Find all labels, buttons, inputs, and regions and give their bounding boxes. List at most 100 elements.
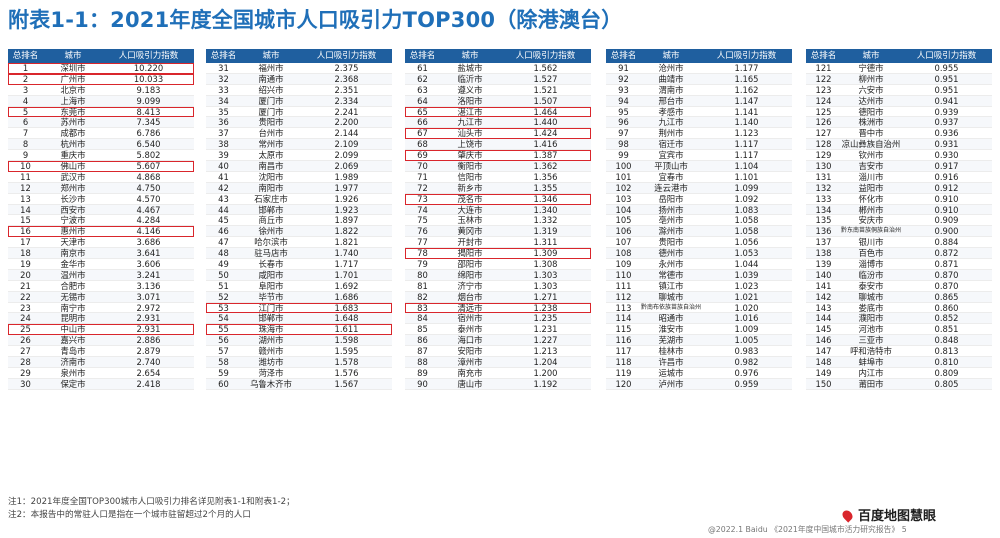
col-city-header: 城市 <box>862 51 880 61</box>
city-cell: 莆田市 <box>858 378 884 389</box>
rank-cell: 123 <box>815 84 832 95</box>
city-cell: 昆明市 <box>60 313 86 324</box>
table-header: 总排名 城市 人口吸引力指数 <box>8 49 194 63</box>
rank-cell: 149 <box>815 367 832 378</box>
rank-cell: 101 <box>615 171 632 182</box>
city-cell: 烟台市 <box>457 291 483 302</box>
index-cell: 1.227 <box>533 335 558 346</box>
index-cell: 1.362 <box>533 161 558 171</box>
table-row: 128 凉山彝族自治州 0.931 <box>806 139 992 151</box>
table-row: 27 青岛市 2.879 <box>8 346 194 358</box>
rank-cell: 128 <box>815 139 832 150</box>
rank-cell: 74 <box>417 204 428 215</box>
index-cell: 1.092 <box>734 193 759 204</box>
city-cell: 海口市 <box>457 335 483 346</box>
table-row: 125 德阳市 0.939 <box>806 107 992 118</box>
rank-cell: 30 <box>20 378 31 389</box>
table-row: 76 黄冈市 1.319 <box>405 226 591 238</box>
city-cell: 哈尔滨市 <box>254 237 288 248</box>
index-cell: 0.909 <box>934 215 959 226</box>
table-row: 82 烟台市 1.271 <box>405 291 591 303</box>
index-cell: 1.238 <box>533 302 558 313</box>
index-cell: 1.740 <box>334 248 359 259</box>
index-cell: 2.375 <box>334 63 359 73</box>
index-cell: 0.937 <box>934 117 959 128</box>
index-cell: 2.368 <box>334 73 359 84</box>
rank-cell: 14 <box>20 204 31 215</box>
table-row: 12 郑州市 4.750 <box>8 182 194 194</box>
city-cell: 武汉市 <box>60 171 86 182</box>
index-cell: 1.101 <box>734 171 759 182</box>
index-cell: 0.872 <box>934 248 959 259</box>
city-cell: 天津市 <box>60 237 86 248</box>
index-cell: 6.786 <box>136 128 161 139</box>
ranking-table-3: 总排名 城市 人口吸引力指数 61 盐城市 1.562 62 临沂市 1.527 63 遵义市… <box>405 49 591 390</box>
rank-cell: 129 <box>815 150 832 161</box>
ranking-table-2: 总排名 城市 人口吸引力指数 31 福州市 2.375 32 南通市 2.368 33 绍兴市… <box>206 49 392 390</box>
rank-cell: 67 <box>417 128 428 139</box>
rank-cell: 108 <box>615 248 632 259</box>
city-cell: 黔东南苗族侗族自治州 <box>841 227 901 235</box>
table-row: 17 天津市 3.686 <box>8 237 194 249</box>
index-cell: 1.231 <box>533 324 558 335</box>
table-row: 104 扬州市 1.083 <box>606 204 792 216</box>
rank-cell: 131 <box>815 171 832 182</box>
index-cell: 0.871 <box>934 259 959 269</box>
table-row: 41 沈阳市 1.989 <box>206 172 392 183</box>
rank-cell: 7 <box>22 128 29 139</box>
city-cell: 淄川市 <box>858 171 884 182</box>
city-cell: 蚌埠市 <box>858 357 884 367</box>
rank-cell: 23 <box>20 302 31 313</box>
index-cell: 2.144 <box>334 128 359 139</box>
index-cell: 1.104 <box>734 161 759 171</box>
index-cell: 9.099 <box>136 95 161 106</box>
city-cell: 岳阳市 <box>658 193 684 204</box>
city-cell: 黄冈市 <box>457 226 483 237</box>
rank-cell: 136 <box>815 226 832 237</box>
city-cell: 菏泽市 <box>258 367 284 378</box>
table-row: 39 太原市 2.099 <box>206 150 392 162</box>
index-cell: 1.595 <box>334 346 359 357</box>
table-row: 63 遵义市 1.521 <box>405 85 591 96</box>
index-cell: 1.016 <box>734 313 759 324</box>
rank-cell: 47 <box>218 237 229 248</box>
city-cell: 宁波市 <box>60 215 86 226</box>
rank-cell: 52 <box>218 291 229 302</box>
table-row: 77 开封市 1.311 <box>405 237 591 249</box>
table-row: 120 泸州市 0.959 <box>606 378 792 390</box>
city-cell: 上海市 <box>60 95 86 106</box>
city-cell: 玉林市 <box>457 215 483 226</box>
index-cell: 1.303 <box>533 280 558 291</box>
city-cell: 石家庄市 <box>254 193 288 204</box>
rank-cell: 103 <box>615 193 632 204</box>
table-row: 89 南充市 1.200 <box>405 368 591 379</box>
rank-cell: 65 <box>417 106 428 117</box>
table-row: 121 宁德市 0.955 <box>806 63 992 74</box>
index-cell: 1.311 <box>533 237 558 248</box>
index-cell: 3.071 <box>136 291 161 302</box>
rank-cell: 85 <box>417 324 428 335</box>
table-row: 115 淮安市 1.009 <box>606 324 792 336</box>
table-row: 53 江门市 1.683 <box>206 302 392 314</box>
city-cell: 镇江市 <box>658 280 684 291</box>
index-cell: 1.235 <box>533 313 558 324</box>
rank-cell: 77 <box>417 237 428 248</box>
city-cell: 漳州市 <box>457 357 483 367</box>
table-row: 130 吉安市 0.917 <box>806 161 992 172</box>
rank-cell: 150 <box>815 378 832 389</box>
table-row: 52 毕节市 1.686 <box>206 291 392 303</box>
index-cell: 1.527 <box>533 73 558 84</box>
rank-cell: 13 <box>20 193 31 204</box>
table-row: 58 潍坊市 1.578 <box>206 357 392 368</box>
index-cell: 0.870 <box>934 269 959 280</box>
rank-cell: 33 <box>218 84 229 95</box>
rank-cell: 138 <box>815 248 832 259</box>
footnote-2: 注2：本报告中的常驻人口是指在一个城市驻留超过2个月的人口 <box>8 510 251 520</box>
rank-cell: 68 <box>417 139 428 150</box>
rank-cell: 106 <box>615 226 632 237</box>
table-row: 147 呼和浩特市 0.813 <box>806 346 992 358</box>
city-cell: 常州市 <box>258 139 284 150</box>
rank-cell: 139 <box>815 259 832 269</box>
city-cell: 肇庆市 <box>457 150 483 161</box>
city-cell: 汕头市 <box>457 128 483 139</box>
